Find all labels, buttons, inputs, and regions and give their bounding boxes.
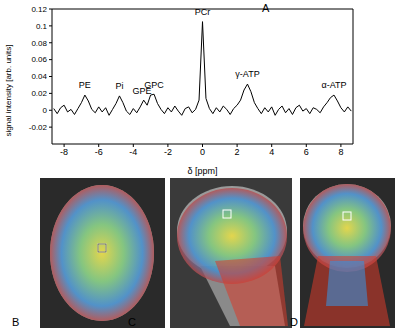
html-text:A: A — [262, 2, 270, 14]
svg-text:B: B — [12, 316, 19, 328]
svg-text:γ-ATP: γ-ATP — [235, 69, 259, 79]
svg-text:PCr: PCr — [195, 7, 211, 17]
svg-text:-6: -6 — [95, 147, 103, 157]
svg-text:Pi: Pi — [115, 81, 123, 91]
svg-text:-2: -2 — [164, 147, 172, 157]
svg-text:0: 0 — [200, 147, 205, 157]
svg-text:0.1: 0.1 — [36, 22, 48, 31]
svg-text:0: 0 — [43, 106, 48, 115]
svg-text:PE: PE — [79, 80, 91, 90]
svg-text:δ [ppm]: δ [ppm] — [187, 166, 217, 176]
svg-text:-8: -8 — [60, 147, 68, 157]
svg-text:0.06: 0.06 — [31, 55, 47, 64]
svg-text:D: D — [290, 316, 298, 328]
svg-text:C: C — [128, 316, 136, 328]
svg-text:GPE: GPE — [132, 86, 152, 97]
svg-text:-0.02: -0.02 — [29, 123, 48, 132]
svg-text:0.02: 0.02 — [31, 89, 47, 98]
svg-text:-4: -4 — [129, 147, 137, 157]
svg-text:0.12: 0.12 — [31, 5, 47, 14]
svg-text:4: 4 — [269, 147, 274, 157]
svg-text:signal intensity [arb. units]: signal intensity [arb. units] — [4, 44, 13, 136]
svg-text:6: 6 — [304, 147, 309, 157]
svg-text:2: 2 — [235, 147, 240, 157]
svg-text:GPC: GPC — [144, 80, 164, 90]
svg-text:8: 8 — [338, 147, 343, 157]
svg-text:0.04: 0.04 — [31, 72, 47, 81]
svg-text:α-ATP: α-ATP — [321, 80, 346, 90]
svg-text:0.08: 0.08 — [31, 39, 47, 48]
